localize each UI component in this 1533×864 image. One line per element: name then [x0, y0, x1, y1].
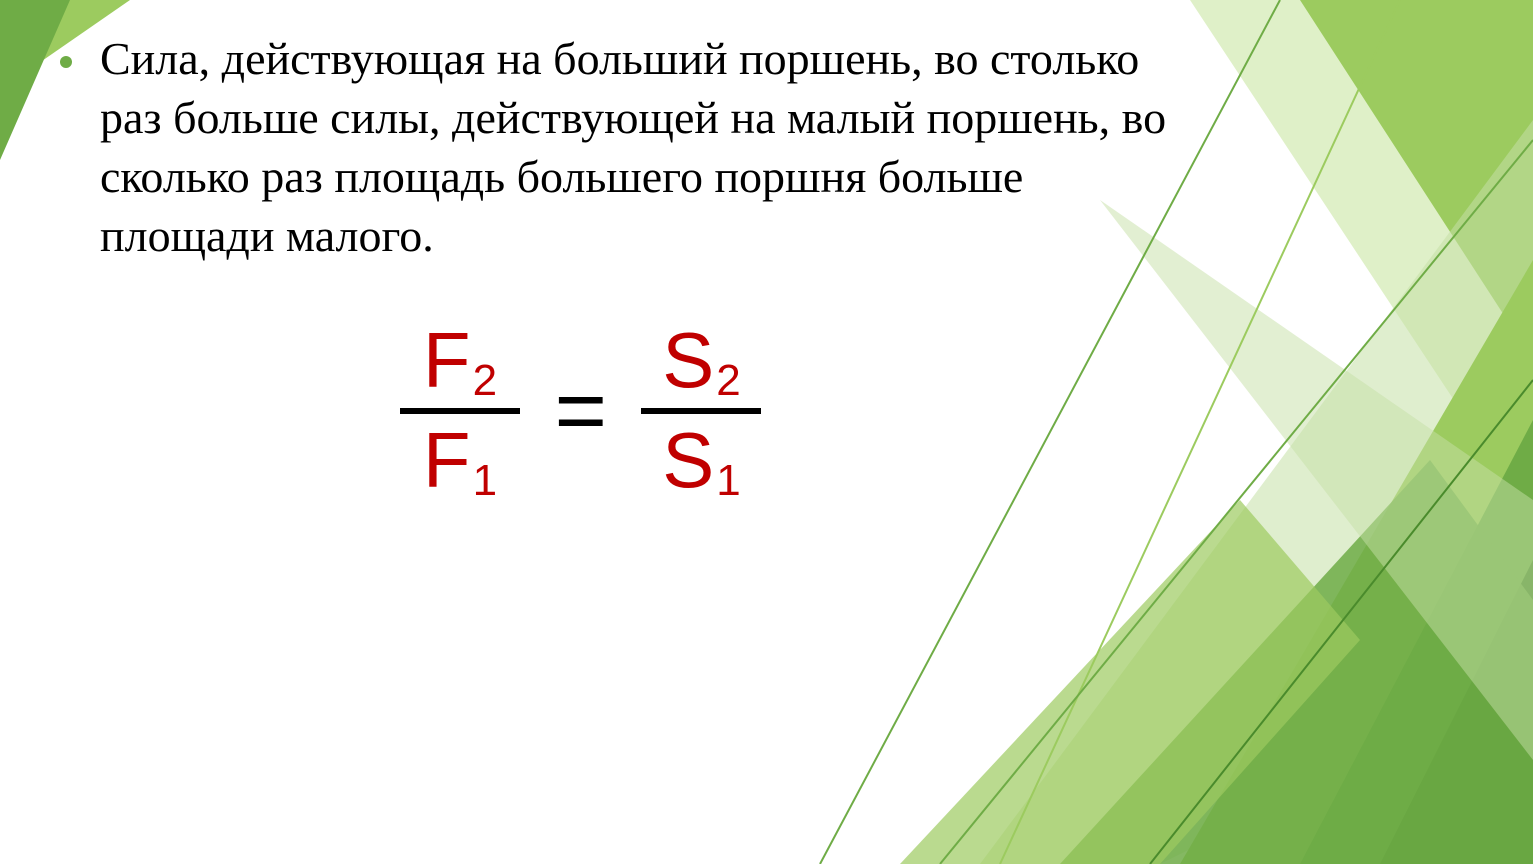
sub-f2: 2	[473, 356, 497, 405]
paragraph-text: Сила, действующая на больший поршень, во…	[100, 30, 1183, 266]
sub-s1: 1	[716, 456, 740, 505]
var-s2: S	[662, 316, 714, 404]
fraction-left: F2 F1	[400, 320, 520, 502]
sub-f1: 1	[473, 456, 497, 505]
bullet-dot	[60, 56, 72, 68]
numerator-f2: F2	[400, 320, 520, 402]
fraction-right: S2 S1	[641, 320, 761, 502]
equals-sign: =	[554, 366, 607, 456]
sub-s2: 2	[716, 356, 740, 405]
denominator-f1: F1	[400, 420, 520, 502]
numerator-s2: S2	[641, 320, 761, 402]
bullet-item: Сила, действующая на больший поршень, во…	[60, 30, 1183, 266]
fraction-bar-right	[641, 408, 761, 414]
var-s1: S	[662, 416, 714, 504]
formula: F2 F1 = S2 S1	[400, 320, 960, 580]
content-area: Сила, действующая на больший поршень, во…	[60, 30, 1183, 266]
denominator-s1: S1	[641, 420, 761, 502]
slide: Сила, действующая на больший поршень, во…	[0, 0, 1533, 864]
var-f1: F	[423, 416, 471, 504]
fraction-bar-left	[400, 408, 520, 414]
var-f2: F	[423, 316, 471, 404]
